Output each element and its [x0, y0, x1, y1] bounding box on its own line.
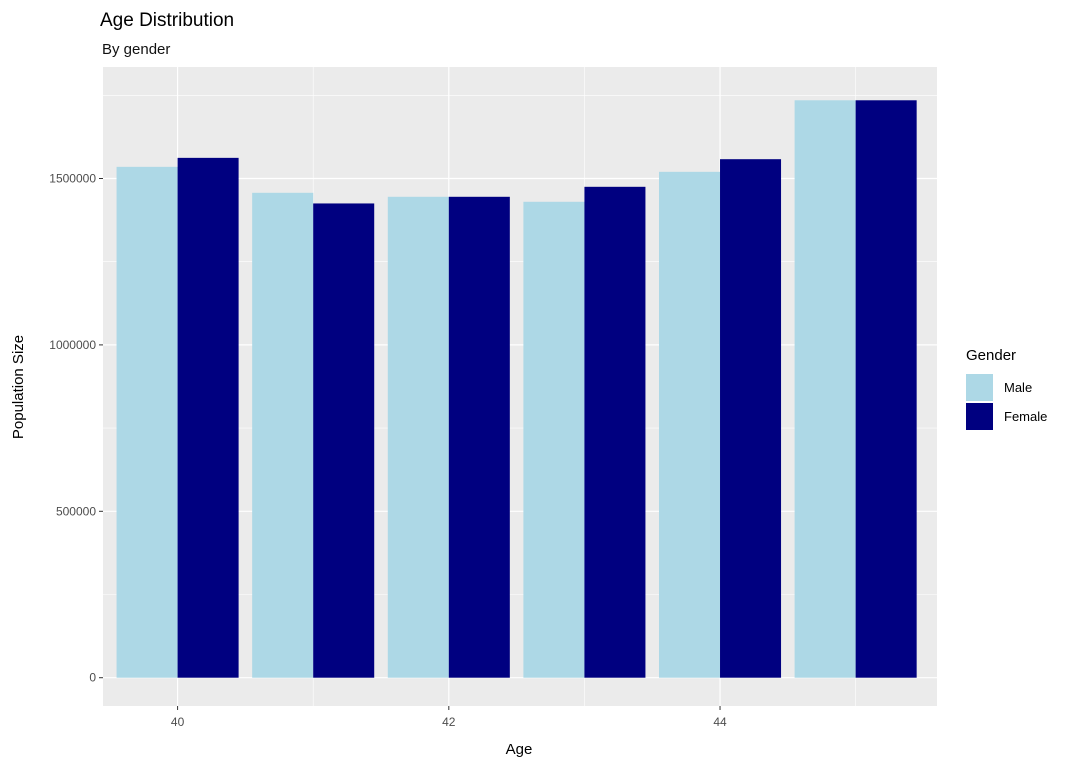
bar-male-40	[116, 166, 178, 678]
bar-male-44	[659, 171, 721, 678]
y-axis-title: Population Size	[10, 335, 27, 439]
bar-female-44	[720, 159, 782, 678]
bar-male-42	[387, 196, 449, 678]
y-tick-label: 1500000	[49, 171, 96, 185]
y-axis: 0 500000 1000000 1500000	[49, 171, 103, 685]
bar-female-41	[313, 203, 375, 678]
chart-subtitle: By gender	[102, 41, 170, 58]
bar-female-40	[177, 157, 239, 678]
legend-key-female	[966, 403, 993, 430]
y-tick-label: 0	[89, 671, 96, 685]
x-axis: 40 42 44	[171, 706, 727, 729]
legend-key-male	[966, 374, 993, 401]
bars	[116, 100, 917, 678]
y-tick-label: 1000000	[49, 338, 96, 352]
x-tick-label: 44	[713, 715, 727, 729]
bar-female-42	[448, 196, 510, 678]
legend: Gender Male Female	[966, 347, 1047, 430]
bar-male-45	[794, 100, 856, 678]
legend-label-female: Female	[1004, 409, 1047, 424]
y-tick-label: 500000	[56, 504, 96, 518]
legend-title: Gender	[966, 347, 1016, 364]
bar-male-41	[252, 192, 314, 678]
x-tick-label: 40	[171, 715, 185, 729]
bar-female-43	[584, 186, 646, 678]
bar-male-43	[523, 201, 585, 678]
x-tick-label: 42	[442, 715, 456, 729]
x-axis-title: Age	[506, 741, 533, 758]
bar-female-45	[855, 100, 917, 678]
chart-title: Age Distribution	[100, 10, 234, 31]
legend-label-male: Male	[1004, 380, 1032, 395]
